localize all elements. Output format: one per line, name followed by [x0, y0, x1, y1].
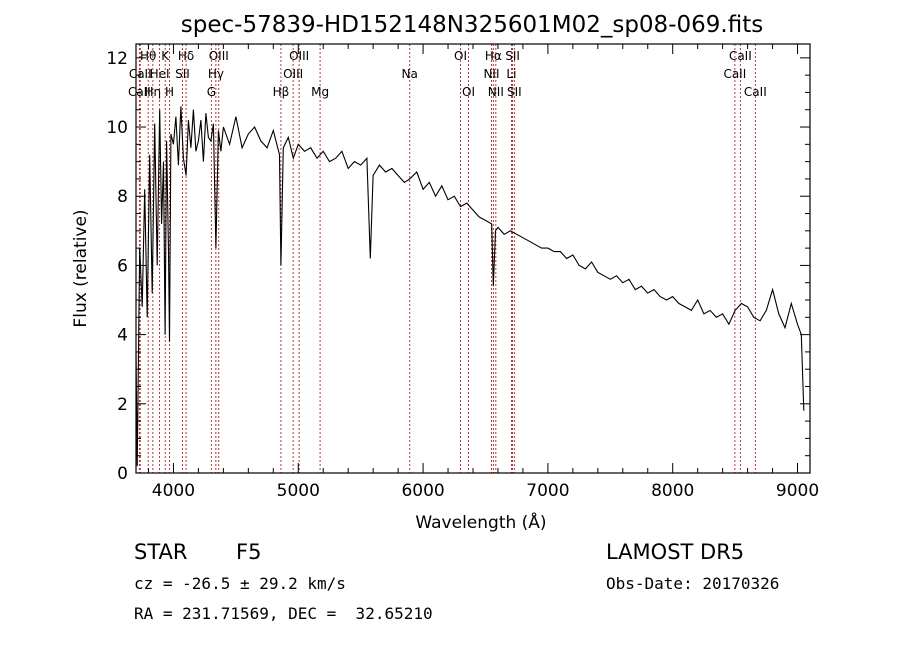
spectral-line-label: SII	[175, 67, 190, 81]
y-tick-label: 2	[117, 395, 128, 415]
spectral-line-label: Hγ	[208, 67, 224, 81]
spectral-line-label: CaII	[729, 49, 752, 63]
axis-ticks: 4000 5000 6000 7000 8000 9000 0 2 4 6 8 10 12	[106, 44, 819, 501]
y-axis-label: Flux (relative)	[71, 209, 91, 327]
x-tick-label: 5000	[277, 481, 320, 501]
spectral-line-label: Hβ	[273, 85, 290, 99]
spectral-line-label: NII	[488, 85, 504, 99]
spectral-line-label: HeI	[150, 67, 170, 81]
spectral-line-label: Li	[506, 67, 516, 81]
spectral-line-label: SII	[507, 85, 522, 99]
spectral-line-label: OIII	[289, 49, 309, 63]
x-tick-label: 8000	[651, 481, 694, 501]
spectral-line-label: Na	[402, 67, 418, 81]
x-tick-label: 4000	[152, 481, 195, 501]
x-tick-label: 9000	[776, 481, 819, 501]
y-tick-label: 6	[117, 256, 128, 276]
spectral-line-label: OI	[454, 49, 467, 63]
spectral-line-label: K	[161, 49, 170, 63]
spectral-line-label: SII	[505, 49, 520, 63]
spectrum-series-line	[135, 106, 805, 467]
y-tick-label: 10	[106, 118, 128, 138]
spectral-line-label: CaII	[723, 67, 746, 81]
spectral-line-label: H	[165, 85, 174, 99]
chart-title: spec-57839-HD152148N325601M02_sp08-069.f…	[181, 12, 763, 38]
spectral-line-markers	[138, 44, 756, 473]
object-subclass: F5	[236, 540, 262, 564]
spectral-line-label: CaII	[129, 67, 152, 81]
survey-name: LAMOST DR5	[606, 540, 745, 564]
spectral-line-label: OI	[462, 85, 475, 99]
x-tick-label: 7000	[526, 481, 569, 501]
spectral-line-label: Mg	[311, 85, 329, 99]
y-tick-label: 12	[106, 49, 128, 69]
object-class: STAR	[134, 540, 188, 564]
spectral-line-label: Hδ	[178, 49, 194, 63]
y-tick-label: 8	[117, 187, 128, 207]
spectral-line-label: OIII	[283, 67, 303, 81]
spectral-line-label: NII	[483, 67, 499, 81]
x-tick-label: 6000	[401, 481, 444, 501]
spectral-line-label: CaII	[744, 85, 767, 99]
spectral-line-label: Hη	[145, 85, 162, 99]
spectral-line-label: Hθ	[140, 49, 156, 63]
x-axis-label: Wavelength (Å)	[415, 511, 546, 533]
spectral-line-label: OIII	[209, 49, 229, 63]
redshift-velocity: cz = -26.5 ± 29.2 km/s	[134, 574, 346, 593]
spectral-line-label: G	[207, 85, 216, 99]
coordinates: RA = 231.71569, DEC = 32.65210	[134, 604, 433, 623]
observation-date: Obs-Date: 20170326	[606, 574, 780, 593]
spectral-line-label: Hα	[485, 49, 502, 63]
y-tick-label: 0	[117, 464, 128, 484]
plot-frame	[135, 43, 811, 474]
y-tick-label: 4	[117, 326, 128, 346]
